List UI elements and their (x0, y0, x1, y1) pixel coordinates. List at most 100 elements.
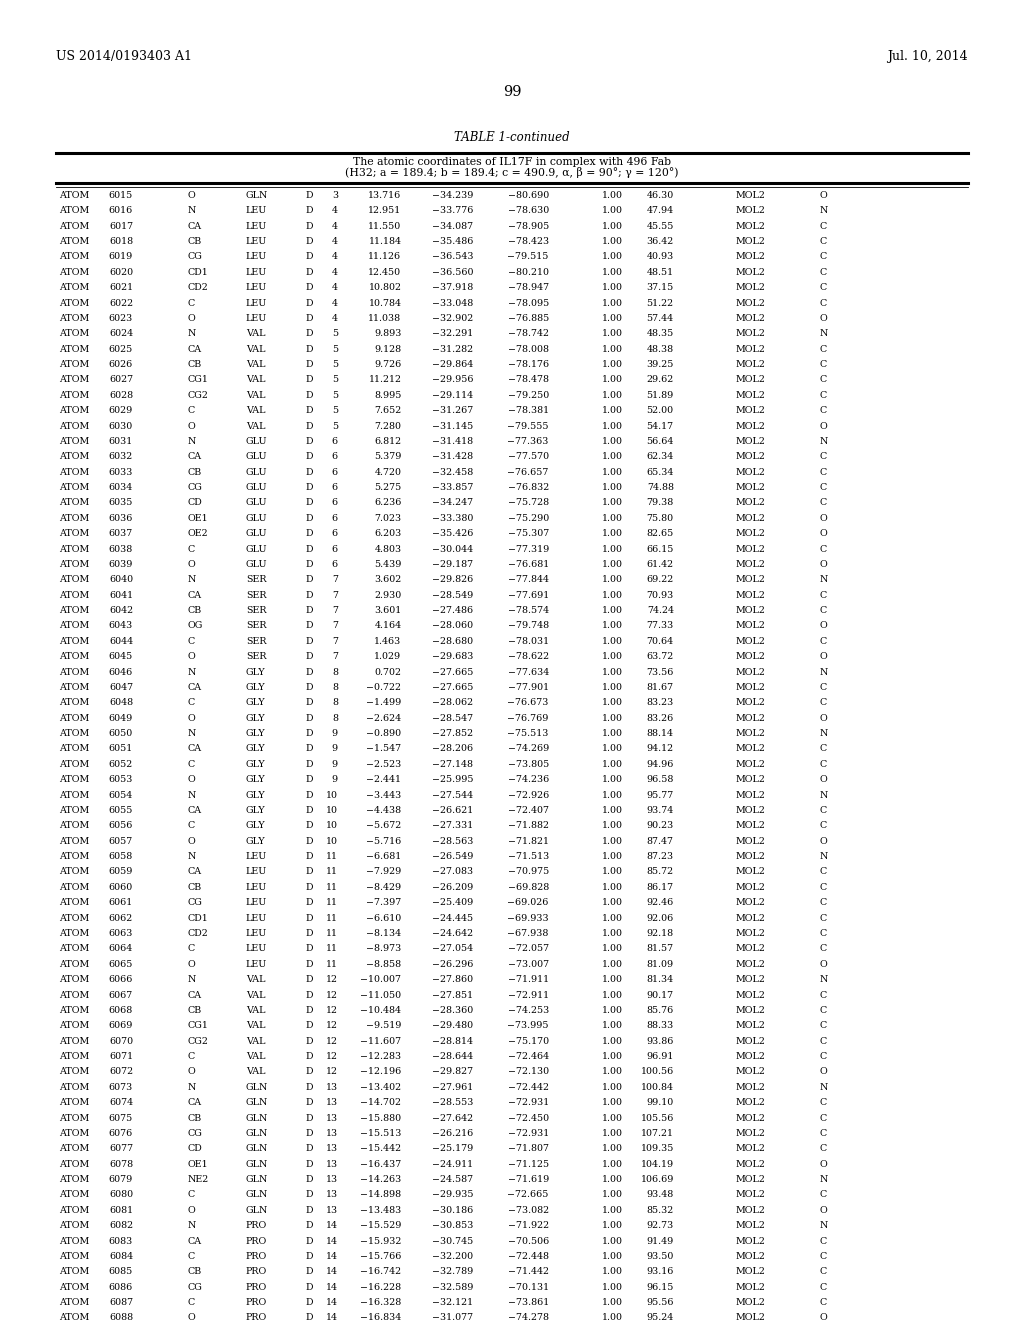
Text: −8.973: −8.973 (367, 944, 401, 953)
Text: −78.478: −78.478 (508, 375, 549, 384)
Text: 1.00: 1.00 (601, 929, 623, 939)
Text: C: C (819, 298, 826, 308)
Text: D: D (305, 1237, 312, 1246)
Text: 92.46: 92.46 (646, 898, 674, 907)
Text: 6042: 6042 (109, 606, 133, 615)
Text: 6039: 6039 (109, 560, 133, 569)
Text: D: D (305, 437, 312, 446)
Text: ATOM: ATOM (59, 1175, 90, 1184)
Text: 11.212: 11.212 (369, 375, 401, 384)
Text: 11: 11 (326, 944, 338, 953)
Text: −0.722: −0.722 (367, 682, 401, 692)
Text: C: C (819, 407, 826, 416)
Text: −76.885: −76.885 (508, 314, 549, 323)
Text: ATOM: ATOM (59, 1205, 90, 1214)
Text: −3.443: −3.443 (367, 791, 401, 800)
Text: 6047: 6047 (109, 682, 133, 692)
Text: GLU: GLU (246, 499, 267, 507)
Text: ATOM: ATOM (59, 1251, 90, 1261)
Text: ATOM: ATOM (59, 929, 90, 939)
Text: ATOM: ATOM (59, 652, 90, 661)
Text: −30.853: −30.853 (432, 1221, 473, 1230)
Text: 9: 9 (332, 760, 338, 768)
Text: (H32; a = 189.4; b = 189.4; c = 490.9, α, β = 90°; γ = 120°): (H32; a = 189.4; b = 189.4; c = 490.9, α… (345, 168, 679, 178)
Text: 1.00: 1.00 (601, 590, 623, 599)
Text: ATOM: ATOM (59, 913, 90, 923)
Text: GLN: GLN (246, 1175, 268, 1184)
Text: CA: CA (187, 590, 202, 599)
Text: MOL2: MOL2 (735, 606, 765, 615)
Text: 1.00: 1.00 (601, 206, 623, 215)
Text: ATOM: ATOM (59, 714, 90, 723)
Text: SER: SER (246, 576, 266, 585)
Text: 6081: 6081 (109, 1205, 133, 1214)
Text: D: D (305, 913, 312, 923)
Text: 6026: 6026 (109, 360, 133, 370)
Text: CA: CA (187, 682, 202, 692)
Text: ATOM: ATOM (59, 191, 90, 199)
Text: 6037: 6037 (109, 529, 133, 539)
Text: 1.00: 1.00 (601, 821, 623, 830)
Text: 85.32: 85.32 (646, 1205, 674, 1214)
Text: −76.673: −76.673 (508, 698, 549, 708)
Text: MOL2: MOL2 (735, 421, 765, 430)
Text: N: N (187, 329, 196, 338)
Text: LEU: LEU (246, 883, 267, 892)
Text: −80.210: −80.210 (508, 268, 549, 277)
Text: GLY: GLY (246, 682, 265, 692)
Text: 74.88: 74.88 (647, 483, 674, 492)
Text: 6017: 6017 (109, 222, 133, 231)
Text: ATOM: ATOM (59, 252, 90, 261)
Text: C: C (819, 238, 826, 246)
Text: SER: SER (246, 636, 266, 645)
Text: 6.236: 6.236 (374, 499, 401, 507)
Text: D: D (305, 960, 312, 969)
Text: −78.742: −78.742 (508, 329, 549, 338)
Text: −28.553: −28.553 (432, 1098, 473, 1107)
Text: C: C (819, 453, 826, 461)
Text: O: O (819, 513, 827, 523)
Text: 1.00: 1.00 (601, 576, 623, 585)
Text: −71.619: −71.619 (508, 1175, 549, 1184)
Text: ATOM: ATOM (59, 668, 90, 677)
Text: ATOM: ATOM (59, 1022, 90, 1031)
Text: MOL2: MOL2 (735, 1237, 765, 1246)
Text: ATOM: ATOM (59, 744, 90, 754)
Text: 1.00: 1.00 (601, 867, 623, 876)
Text: 99: 99 (503, 86, 521, 99)
Text: 90.23: 90.23 (646, 821, 674, 830)
Text: −26.209: −26.209 (432, 883, 473, 892)
Text: MOL2: MOL2 (735, 807, 765, 814)
Text: −30.186: −30.186 (432, 1205, 473, 1214)
Text: 93.74: 93.74 (646, 807, 674, 814)
Text: 11.126: 11.126 (369, 252, 401, 261)
Text: GLY: GLY (246, 714, 265, 723)
Text: D: D (305, 1022, 312, 1031)
Text: 92.06: 92.06 (646, 913, 674, 923)
Text: 1.00: 1.00 (601, 760, 623, 768)
Text: −11.607: −11.607 (360, 1036, 401, 1045)
Text: ATOM: ATOM (59, 391, 90, 400)
Text: 48.51: 48.51 (647, 268, 674, 277)
Text: N: N (187, 668, 196, 677)
Text: D: D (305, 191, 312, 199)
Text: ATOM: ATOM (59, 576, 90, 585)
Text: CA: CA (187, 1098, 202, 1107)
Text: 4.720: 4.720 (375, 467, 401, 477)
Text: LEU: LEU (246, 898, 267, 907)
Text: MOL2: MOL2 (735, 960, 765, 969)
Text: ATOM: ATOM (59, 238, 90, 246)
Text: −28.680: −28.680 (432, 636, 473, 645)
Text: 66.15: 66.15 (646, 545, 674, 553)
Text: GLN: GLN (246, 1114, 268, 1122)
Text: MOL2: MOL2 (735, 529, 765, 539)
Text: O: O (187, 1313, 196, 1320)
Text: MOL2: MOL2 (735, 453, 765, 461)
Text: GLU: GLU (246, 453, 267, 461)
Text: 1.00: 1.00 (601, 391, 623, 400)
Text: 36.42: 36.42 (646, 238, 674, 246)
Text: MOL2: MOL2 (735, 944, 765, 953)
Text: CA: CA (187, 453, 202, 461)
Text: D: D (305, 990, 312, 999)
Text: MOL2: MOL2 (735, 1082, 765, 1092)
